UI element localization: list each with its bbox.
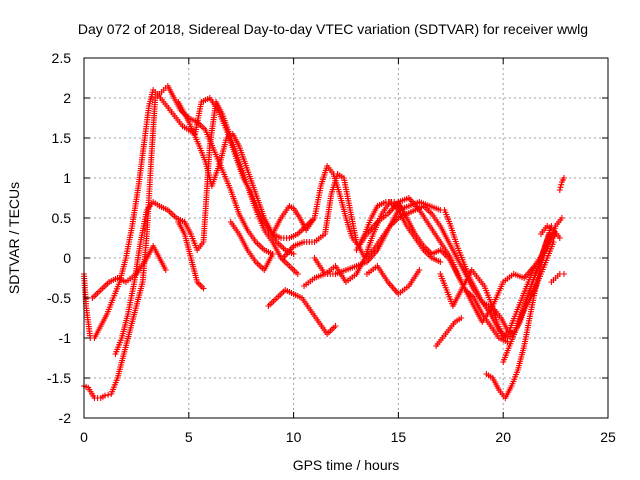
data-point xyxy=(560,175,567,181)
data-point xyxy=(550,239,557,245)
data-point xyxy=(556,235,563,241)
data-point xyxy=(162,267,169,273)
axis-ticks xyxy=(83,57,609,419)
x-tick-label: 25 xyxy=(600,429,616,445)
data-points xyxy=(81,83,567,401)
data-point xyxy=(101,392,108,399)
data-series-track-22 xyxy=(548,271,567,285)
data-point xyxy=(557,184,564,191)
data-series-track-23 xyxy=(556,175,567,193)
x-tick-label: 5 xyxy=(185,429,193,445)
data-series-track-20 xyxy=(500,239,557,365)
data-series-track-14 xyxy=(363,263,423,297)
data-point xyxy=(556,187,563,193)
y-tick-label: -2 xyxy=(59,410,72,426)
y-tick-label: 2.5 xyxy=(52,50,72,66)
y-tick-labels: -2 -1.5 -1 -0.5 0 0.5 1 1.5 2 2.5 xyxy=(47,50,71,426)
data-point xyxy=(558,181,565,188)
data-series-track-13 xyxy=(353,199,511,345)
x-tick-label: 20 xyxy=(495,429,511,445)
data-point xyxy=(560,271,567,277)
x-tick-label: 0 xyxy=(80,429,88,445)
x-tick-label: 15 xyxy=(391,429,407,445)
y-tick-label: 1.5 xyxy=(52,130,72,146)
x-tick-labels: 0 5 10 15 20 25 xyxy=(80,429,616,445)
grid-lines xyxy=(84,58,608,418)
chart-title: Day 072 of 2018, Sidereal Day-to-day VTE… xyxy=(78,21,588,37)
data-point xyxy=(294,271,301,277)
data-series-track-4 xyxy=(89,243,169,301)
y-axis-label: SDTVAR / TECUs xyxy=(6,182,22,294)
data-point xyxy=(416,267,423,273)
data-series-track-1 xyxy=(81,83,276,401)
data-point xyxy=(105,391,112,398)
y-tick-label: 0.5 xyxy=(52,210,72,226)
data-series-track-21 xyxy=(537,223,563,241)
y-tick-label: 2 xyxy=(63,90,71,106)
data-series-track-10 xyxy=(280,171,553,341)
data-point xyxy=(458,315,465,321)
y-tick-label: -1 xyxy=(59,330,72,346)
data-series-track-5 xyxy=(175,219,207,292)
data-point xyxy=(437,259,444,265)
data-series-track-3 xyxy=(112,99,301,357)
y-tick-label: 1 xyxy=(63,170,71,186)
data-series-track-12 xyxy=(311,199,444,285)
x-tick-label: 10 xyxy=(286,429,302,445)
y-tick-label: -0.5 xyxy=(47,290,71,306)
y-tick-label: 0 xyxy=(63,250,71,266)
data-series-track-7 xyxy=(227,219,276,273)
y-tick-label: -1.5 xyxy=(47,370,71,386)
data-point xyxy=(200,285,207,292)
data-series-track-9 xyxy=(265,287,339,337)
data-point xyxy=(558,215,565,221)
data-series-track-18 xyxy=(433,315,465,349)
data-point xyxy=(290,251,297,257)
data-point xyxy=(332,323,339,329)
plot-frame xyxy=(83,57,609,419)
x-axis-label: GPS time / hours xyxy=(293,457,400,473)
data-point xyxy=(269,251,276,257)
